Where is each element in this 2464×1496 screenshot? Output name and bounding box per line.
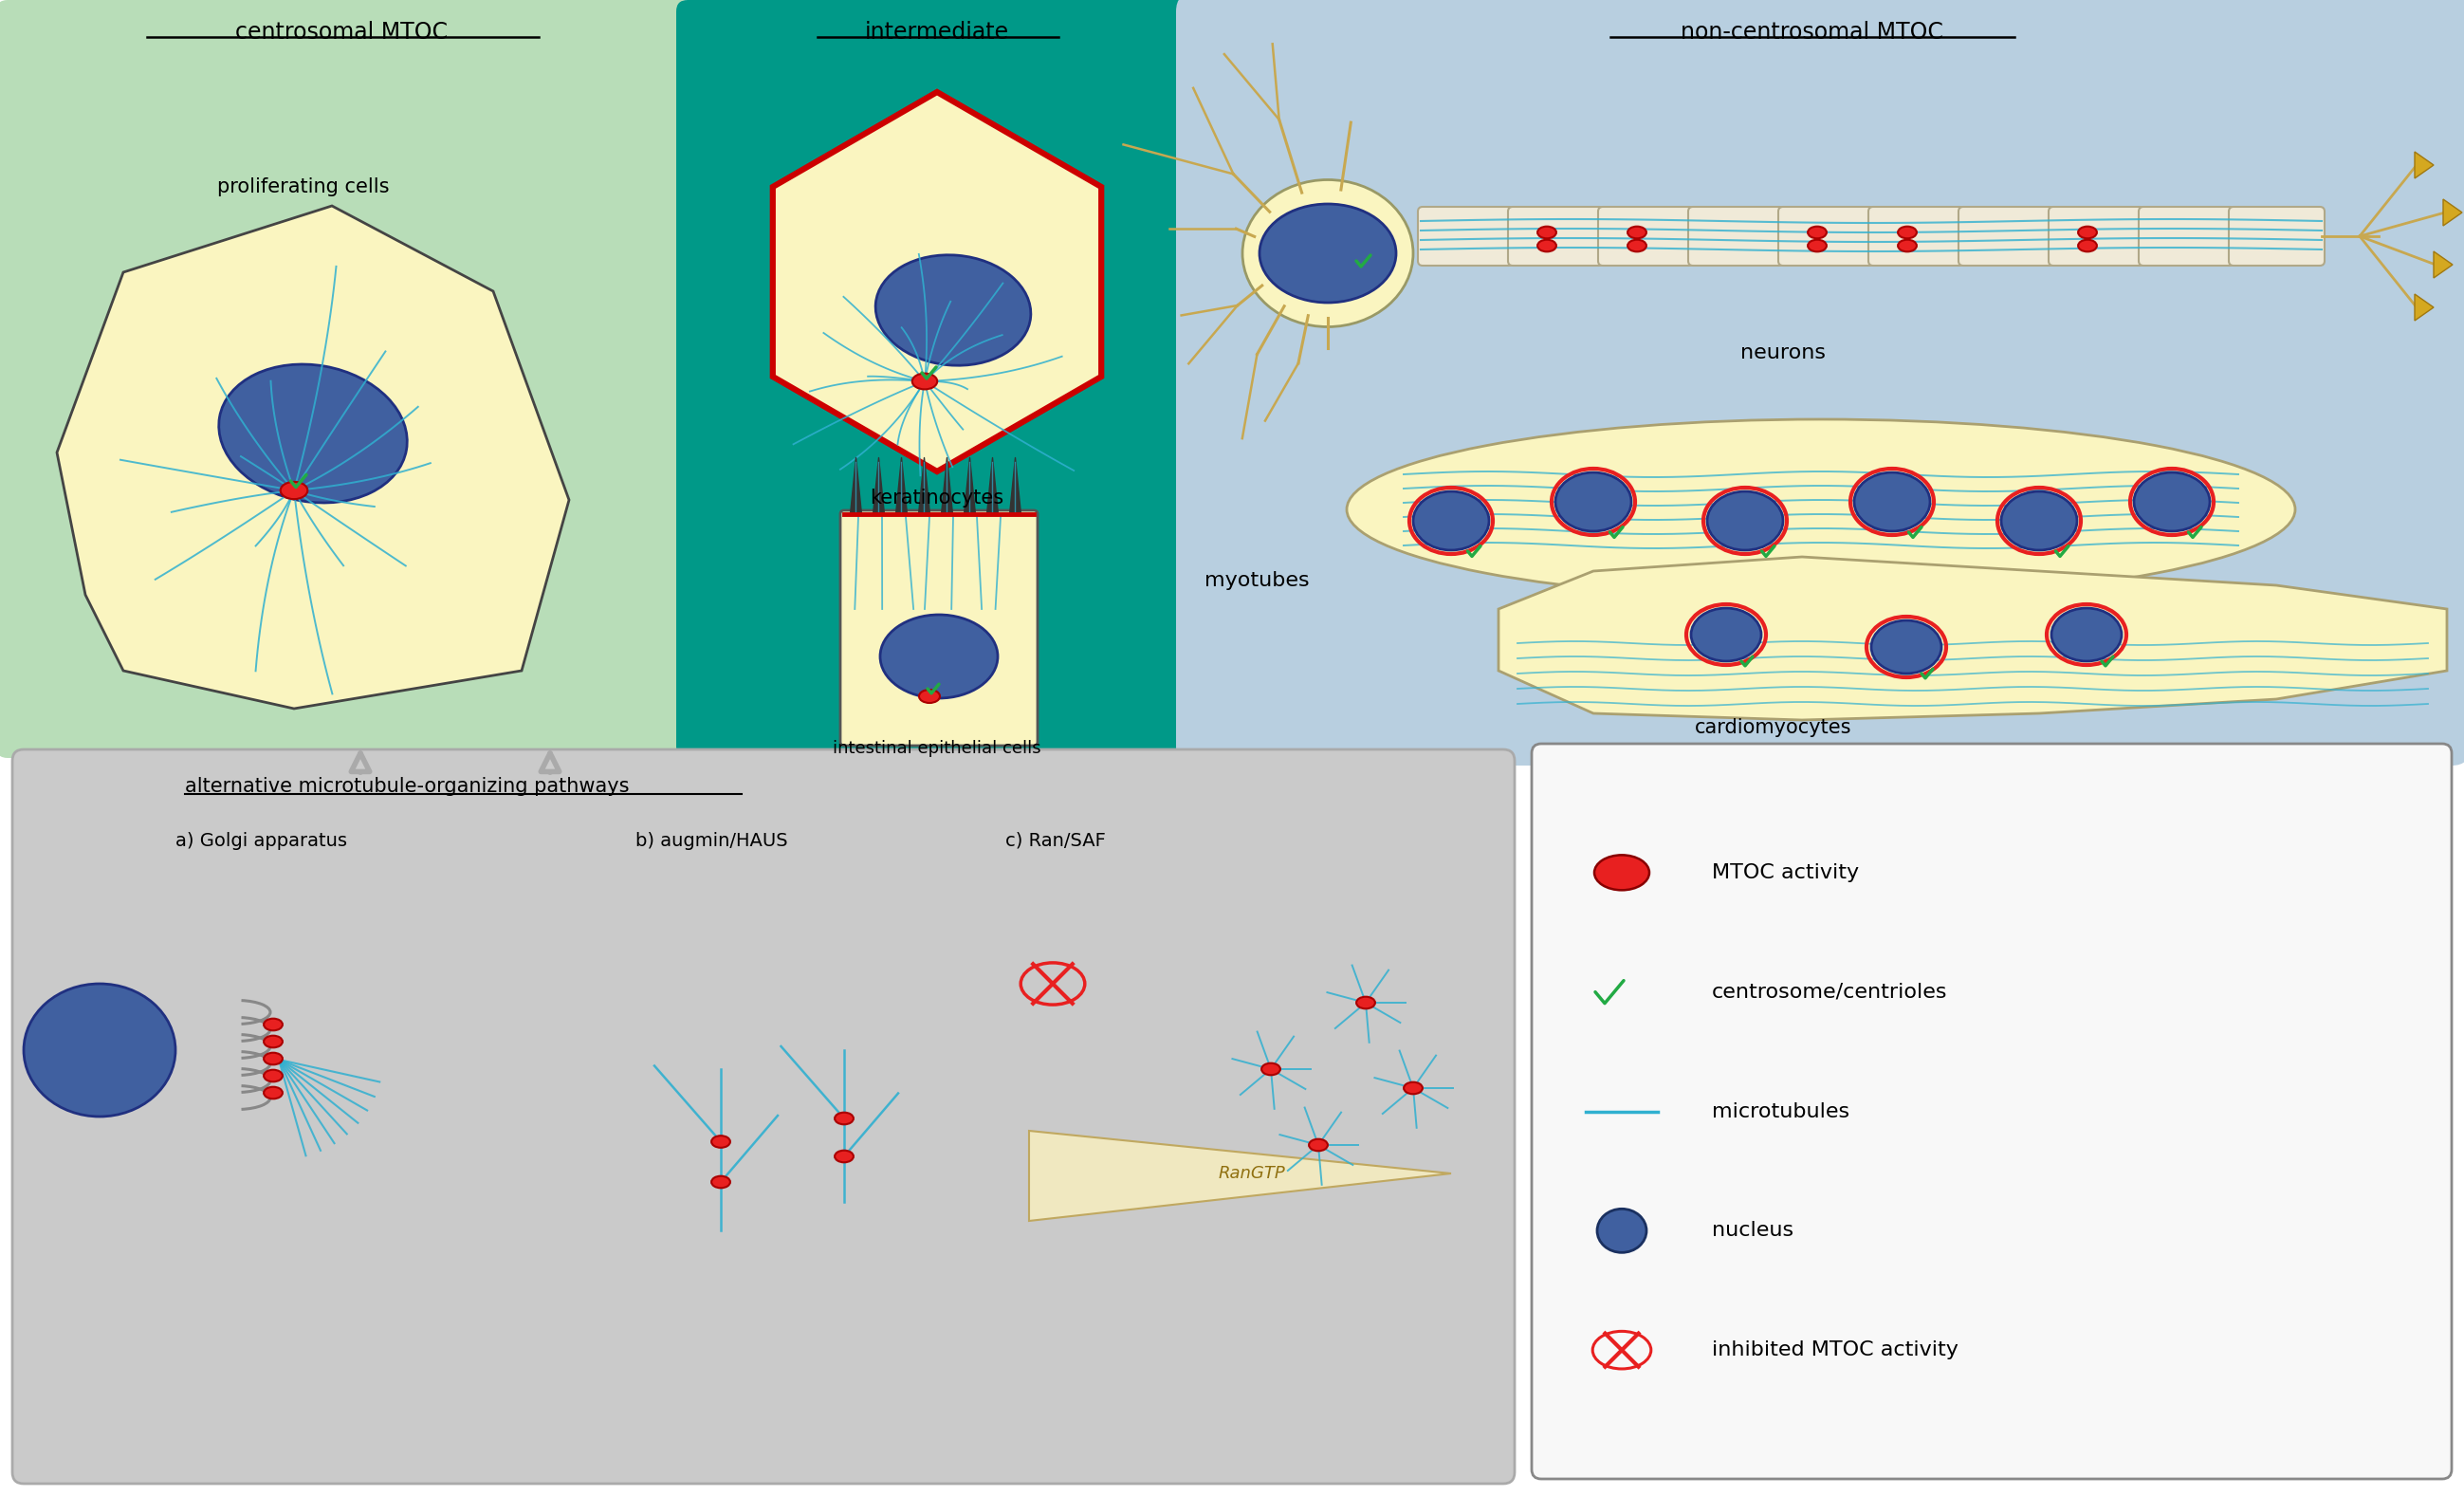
FancyBboxPatch shape: [840, 510, 1037, 745]
Ellipse shape: [835, 1150, 853, 1162]
Ellipse shape: [712, 1176, 729, 1188]
Text: MTOC activity: MTOC activity: [1712, 863, 1858, 883]
Ellipse shape: [1708, 491, 1784, 551]
Ellipse shape: [264, 1070, 283, 1082]
Ellipse shape: [1597, 1209, 1646, 1252]
Ellipse shape: [2134, 473, 2210, 531]
Ellipse shape: [835, 1113, 853, 1125]
Ellipse shape: [1629, 226, 1646, 238]
Text: keratinocytes: keratinocytes: [870, 489, 1003, 507]
Ellipse shape: [281, 482, 308, 500]
Ellipse shape: [912, 374, 936, 389]
FancyBboxPatch shape: [1533, 744, 2452, 1480]
Ellipse shape: [712, 1135, 729, 1147]
Ellipse shape: [875, 254, 1030, 365]
Text: microtubules: microtubules: [1712, 1103, 1850, 1121]
FancyBboxPatch shape: [1417, 206, 1513, 266]
Ellipse shape: [1538, 226, 1557, 238]
Polygon shape: [2415, 151, 2434, 178]
Text: centrosomal MTOC: centrosomal MTOC: [234, 21, 448, 43]
Polygon shape: [1498, 557, 2447, 720]
Text: cardiomyocytes: cardiomyocytes: [1695, 718, 1853, 738]
FancyBboxPatch shape: [1779, 206, 1875, 266]
Polygon shape: [57, 206, 569, 709]
Text: intestinal epithelial cells: intestinal epithelial cells: [833, 741, 1042, 757]
Text: myotubes: myotubes: [1205, 571, 1308, 589]
Ellipse shape: [919, 690, 939, 703]
Ellipse shape: [25, 984, 175, 1116]
Text: proliferating cells: proliferating cells: [217, 178, 389, 196]
Ellipse shape: [2053, 607, 2122, 661]
FancyBboxPatch shape: [2230, 206, 2324, 266]
Ellipse shape: [1308, 1138, 1328, 1150]
Ellipse shape: [1809, 226, 1826, 238]
Ellipse shape: [1855, 473, 1929, 531]
Text: alternative microtubule-organizing pathways: alternative microtubule-organizing pathw…: [185, 776, 628, 796]
Ellipse shape: [1262, 1064, 1281, 1076]
Ellipse shape: [1242, 180, 1414, 326]
Text: intermediate: intermediate: [865, 21, 1010, 43]
Polygon shape: [1030, 1131, 1451, 1221]
Ellipse shape: [1594, 856, 1648, 890]
Text: inhibited MTOC activity: inhibited MTOC activity: [1712, 1340, 1959, 1360]
FancyBboxPatch shape: [1688, 206, 1784, 266]
Ellipse shape: [2077, 226, 2097, 238]
Ellipse shape: [880, 615, 998, 699]
Ellipse shape: [264, 1088, 283, 1098]
Text: RanGTP: RanGTP: [1217, 1165, 1286, 1182]
Polygon shape: [774, 93, 1101, 471]
Text: non-centrosomal MTOC: non-centrosomal MTOC: [1680, 21, 1942, 43]
Ellipse shape: [1555, 473, 1631, 531]
Text: neurons: neurons: [1740, 344, 1826, 362]
FancyBboxPatch shape: [675, 0, 1202, 758]
Ellipse shape: [1629, 239, 1646, 251]
Polygon shape: [2415, 295, 2434, 320]
FancyBboxPatch shape: [2139, 206, 2235, 266]
Text: nucleus: nucleus: [1712, 1221, 1794, 1240]
Polygon shape: [2434, 251, 2452, 278]
FancyBboxPatch shape: [1959, 206, 2055, 266]
Ellipse shape: [1538, 239, 1557, 251]
FancyBboxPatch shape: [1868, 206, 1964, 266]
Ellipse shape: [2001, 491, 2077, 551]
Text: c) Ran/SAF: c) Ran/SAF: [1005, 832, 1106, 850]
FancyBboxPatch shape: [1508, 206, 1604, 266]
Ellipse shape: [1897, 226, 1917, 238]
Ellipse shape: [1355, 996, 1375, 1008]
Ellipse shape: [219, 364, 407, 503]
Ellipse shape: [264, 1019, 283, 1031]
Ellipse shape: [1404, 1082, 1422, 1094]
Ellipse shape: [1259, 203, 1397, 302]
Text: centrosome/centrioles: centrosome/centrioles: [1712, 983, 1947, 1001]
Ellipse shape: [1414, 491, 1488, 551]
FancyBboxPatch shape: [2048, 206, 2144, 266]
Ellipse shape: [264, 1035, 283, 1047]
Polygon shape: [2444, 199, 2462, 226]
Text: b) augmin/HAUS: b) augmin/HAUS: [636, 832, 788, 850]
Text: a) Golgi apparatus: a) Golgi apparatus: [175, 832, 347, 850]
Ellipse shape: [2077, 239, 2097, 251]
Ellipse shape: [264, 1053, 283, 1065]
Ellipse shape: [1809, 239, 1826, 251]
Ellipse shape: [1690, 607, 1762, 661]
Ellipse shape: [1348, 419, 2294, 600]
FancyBboxPatch shape: [1599, 206, 1693, 266]
Ellipse shape: [1870, 621, 1942, 673]
Ellipse shape: [1897, 239, 1917, 251]
FancyBboxPatch shape: [12, 749, 1515, 1484]
FancyBboxPatch shape: [0, 0, 692, 758]
FancyBboxPatch shape: [1175, 0, 2464, 766]
